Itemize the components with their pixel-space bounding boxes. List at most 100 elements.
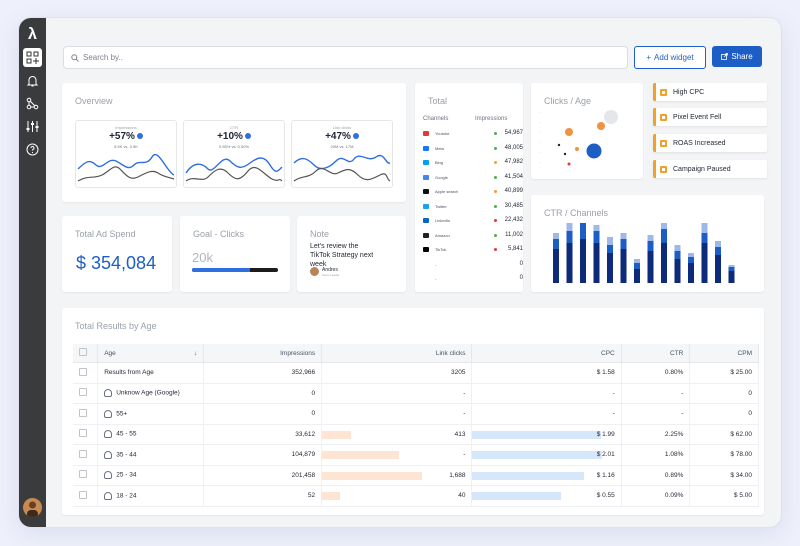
channel-row[interactable]: -0 [423, 272, 523, 286]
col-impressions[interactable]: Impressions [203, 344, 323, 363]
channel-name: TikTok [435, 247, 447, 252]
cell-impressions: 52 [203, 485, 323, 507]
cpc-bar [472, 451, 603, 459]
channel-row[interactable]: Google 41,504 [423, 171, 523, 185]
channel-name: - [435, 261, 437, 267]
channel-row[interactable]: Apple search 40,899 [423, 185, 523, 199]
col-ctr[interactable]: CTR [621, 344, 691, 363]
clicks-bar [322, 492, 340, 500]
col-age[interactable]: Age ↓ [97, 344, 205, 363]
bar-segment [620, 233, 627, 239]
row-checkbox[interactable] [79, 408, 87, 417]
user-icon [104, 409, 113, 418]
bar-segment [715, 255, 721, 283]
bubble [604, 110, 618, 124]
table-row[interactable]: 25 - 34 201,458 1,688 $ 1.16 0.89% $ 34.00 [73, 465, 759, 486]
svg-text:--: -- [539, 120, 541, 124]
bar-segment [701, 243, 708, 283]
status-dot [494, 190, 497, 193]
overview-title: Overview [75, 96, 113, 106]
status-dot [494, 175, 497, 179]
channel-name: Meta [435, 145, 444, 151]
col-cpc[interactable]: CPC [471, 344, 622, 363]
bar-segment [634, 269, 640, 283]
add-widget-button[interactable]: + Add widget [634, 46, 706, 69]
table-row[interactable]: 55+ 0- - -0 [73, 403, 759, 425]
results-table: Age ↓ Impressions Link clicks CPC CTR CPM… [73, 344, 759, 507]
ctr-channels-title: CTR / Channels [544, 208, 609, 218]
alert-high-cpc[interactable]: High CPC [653, 83, 767, 101]
select-all-checkbox[interactable] [79, 348, 87, 356]
share-icon [721, 53, 729, 60]
channel-icon [423, 247, 429, 252]
info-icon [352, 133, 359, 140]
channel-row[interactable]: -0 [423, 258, 523, 272]
mini-label: Link clicks [332, 125, 352, 130]
bubble [575, 147, 579, 151]
channel-row[interactable]: TikTok 5,841 [423, 243, 523, 257]
channel-row[interactable]: Amazon 11,002 [423, 229, 523, 243]
app-logo: λ [28, 26, 37, 43]
total-title: Total [428, 96, 448, 106]
overview-link-clicks[interactable]: Link clicks +47% 20M vs. 17M [291, 120, 393, 188]
cell-link-clicks: 40 [321, 485, 473, 507]
bar-segment [674, 251, 681, 259]
alert-roas[interactable]: ROAS Increased [653, 134, 767, 152]
dashboard-add-icon[interactable] [23, 48, 42, 67]
table-row[interactable]: Results from Age 352,966 3205 $ 1.58 0.80% $ … [73, 362, 759, 384]
row-checkbox[interactable] [79, 367, 87, 376]
table-row[interactable]: 35 - 44 104,879- $ 2.01 1.08% $ 78.00 [73, 444, 759, 466]
total-channels-card: Total Channels Impressions Youtube 54,967… [415, 83, 523, 292]
table-row[interactable]: 18 - 24 52 40 $ 0.55 0.09% $ 5.00 [73, 485, 759, 507]
bubble [565, 128, 573, 136]
table-row[interactable]: 45 - 55 33,612 413 $ 1.99 2.25% $ 62.00 [73, 424, 759, 445]
help-icon[interactable] [23, 140, 42, 159]
bubble [586, 143, 602, 159]
channel-row[interactable]: LinkedIn 22,432 [423, 214, 523, 228]
alert-pixel-event[interactable]: Pixel Event Fell [653, 108, 767, 126]
sliders-icon[interactable] [23, 117, 42, 136]
bar-segment [593, 225, 600, 231]
total-ad-spend-card: Total Ad Spend $ 354,084 [62, 216, 172, 292]
hierarchy-icon[interactable] [23, 94, 42, 113]
row-checkbox[interactable] [79, 449, 87, 458]
row-checkbox[interactable] [79, 388, 87, 397]
cell-impressions: 104,879 [203, 444, 323, 466]
channel-row[interactable]: Bing 47,982 [423, 156, 523, 170]
col-cpm[interactable]: CPM [689, 344, 759, 363]
row-checkbox[interactable] [79, 470, 87, 479]
plus-icon: + [646, 53, 652, 62]
user-icon [104, 491, 113, 500]
row-checkbox[interactable] [79, 490, 87, 499]
cell-link-clicks: 413 [321, 424, 473, 445]
cpc-bar [472, 471, 585, 480]
results-title: Total Results by Age [75, 321, 157, 331]
cell-impressions: 0 [203, 383, 323, 404]
bar-segment [647, 235, 654, 241]
channel-row[interactable]: Youtube 54,967 [423, 127, 523, 141]
bell-icon[interactable] [23, 71, 42, 90]
bubble-chart: -- -- -- -- -- -- [539, 110, 618, 166]
col-link-clicks[interactable]: Link clicks [321, 344, 473, 363]
clicks-age-card: Clicks / Age -- -- -- -- -- -- [531, 83, 643, 179]
share-button[interactable]: Share [712, 46, 762, 67]
search-input[interactable]: Search by.. [83, 53, 123, 62]
channel-row[interactable]: Twitter 30,485 [423, 200, 523, 214]
cell-ctr: - [621, 403, 691, 425]
goal-value: 20k [192, 250, 213, 265]
bar-segment [553, 249, 559, 283]
bar-segment [620, 239, 627, 249]
share-label: Share [731, 52, 753, 61]
cell-ctr: - [621, 383, 691, 404]
row-checkbox[interactable] [79, 429, 87, 438]
overview-impressions[interactable]: Impressions +57% 5.9K vs. 3.5K [75, 120, 177, 188]
bar-segment [688, 253, 694, 257]
user-avatar[interactable] [23, 498, 42, 517]
overview-ctr[interactable]: CTR +10% 0.55% vs. 0.50% [183, 120, 285, 188]
alert-campaign-paused[interactable]: Campaign Paused [653, 160, 767, 178]
search-bar[interactable]: Search by.. [63, 46, 628, 69]
bar-segment [580, 223, 586, 239]
channel-row[interactable]: Meta 48,005 [423, 142, 523, 156]
clicks-bar [322, 471, 422, 480]
table-row[interactable]: Unknow Age (Google) 0- - -0 [73, 383, 759, 404]
